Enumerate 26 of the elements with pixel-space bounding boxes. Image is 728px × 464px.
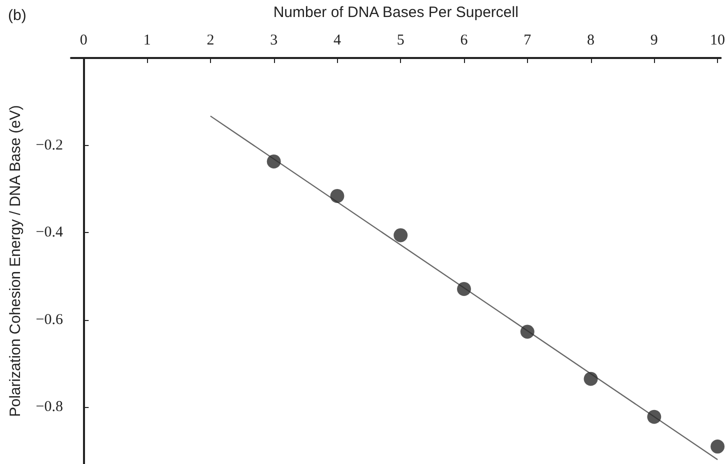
point (394, 228, 408, 242)
point (330, 188, 344, 203)
x-tick-label: 2 (206, 32, 214, 48)
point (266, 154, 281, 168)
y-tick-label: −0.6 (36, 312, 64, 328)
point (457, 282, 472, 296)
point (710, 440, 725, 454)
x-axis-title: Number of DNA Bases Per Supercell (273, 4, 518, 21)
x-tick-label: 10 (710, 32, 726, 48)
x-tick-label: 0 (80, 32, 88, 48)
x-tick-label: 9 (650, 32, 658, 48)
x-tick-label: 8 (587, 32, 595, 48)
point (647, 410, 662, 424)
x-tick-label: 3 (270, 32, 278, 48)
x-tick-label: 4 (333, 32, 342, 48)
x-tick-label: 5 (396, 32, 404, 48)
y-tick-label: −0.8 (36, 399, 63, 416)
x-tick-label: 7 (524, 32, 532, 48)
y-tick-label: −0.2 (36, 137, 63, 154)
y-axis-title: Polarization Cohesion Energy / DNA Base (eV) (7, 105, 24, 417)
x-tick-label: 1 (143, 32, 151, 48)
point (584, 372, 598, 386)
point (520, 324, 534, 339)
y-tick-label: −0.4 (36, 224, 64, 241)
x-tick-label: 6 (460, 32, 468, 48)
text: (b) (8, 7, 26, 24)
